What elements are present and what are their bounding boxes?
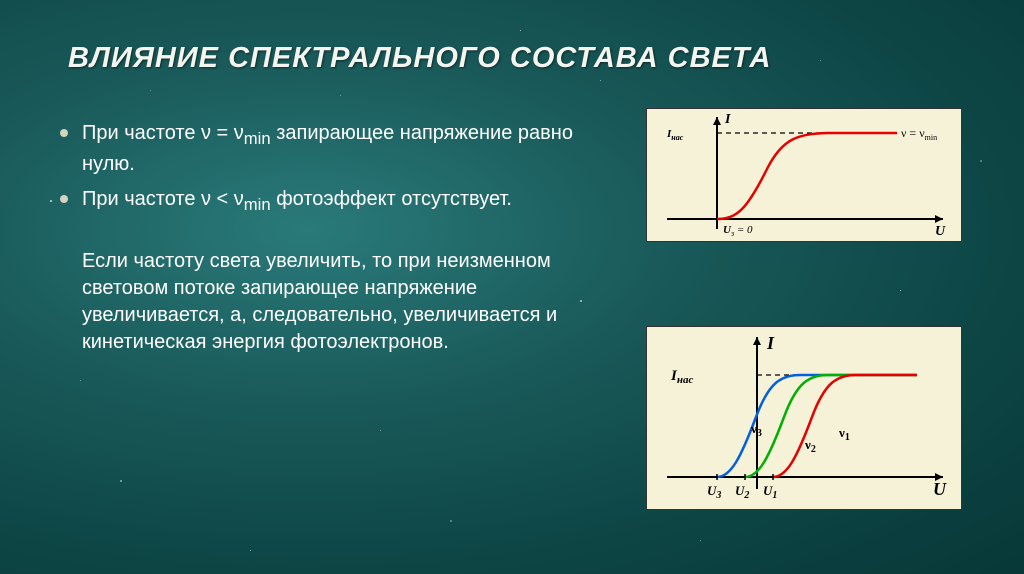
svg-text:ν3: ν3: [750, 421, 762, 439]
svg-text:ν2: ν2: [804, 437, 816, 455]
slide-title: ВЛИЯНИЕ СПЕКТРАЛЬНОГО СОСТАВА СВЕТА: [68, 42, 771, 75]
svg-text:U: U: [933, 479, 947, 499]
svg-text:ν = νmin: ν = νmin: [901, 126, 937, 142]
bullet-2-sub: min: [244, 195, 271, 214]
svg-text:I: I: [724, 112, 731, 127]
bullet-1-sub: min: [244, 129, 271, 148]
svg-text:U1: U1: [763, 483, 777, 501]
body-paragraph: Если частоту света увеличить, то при неи…: [82, 248, 600, 356]
svg-text:U: U: [935, 224, 946, 239]
chart-multi-curve: I Iнас Uν1 U1 ν2 U2 ν3 U3: [646, 326, 962, 510]
text-content: При частоте ν = νmin запирающее напряжен…: [60, 120, 600, 356]
bullet-dot-icon: [60, 195, 68, 203]
svg-text:Uз = 0: Uз = 0: [723, 224, 753, 238]
bullet-2-pre: При частоте ν < ν: [82, 188, 244, 210]
bullet-1-text: При частоте ν = νmin запирающее напряжен…: [82, 120, 600, 178]
bullet-2-post: фотоэффект отсутствует.: [271, 188, 512, 210]
bullet-2-text: При частоте ν < νmin фотоэффект отсутств…: [82, 186, 600, 217]
bullet-dot-icon: [60, 129, 68, 137]
bullet-1: При частоте ν = νmin запирающее напряжен…: [60, 120, 600, 178]
svg-text:ν1: ν1: [838, 425, 850, 443]
svg-text:U2: U2: [735, 483, 749, 501]
svg-text:U3: U3: [707, 483, 721, 501]
bullet-1-pre: При частоте ν = ν: [82, 122, 244, 144]
svg-text:I: I: [766, 333, 775, 353]
bullet-2: При частоте ν < νmin фотоэффект отсутств…: [60, 186, 600, 217]
svg-text:Iнас: Iнас: [666, 128, 684, 142]
svg-text:Iнас: Iнас: [670, 368, 693, 386]
chart-single-curve: I Iнас U Uз = 0 ν = νmin: [646, 108, 962, 242]
